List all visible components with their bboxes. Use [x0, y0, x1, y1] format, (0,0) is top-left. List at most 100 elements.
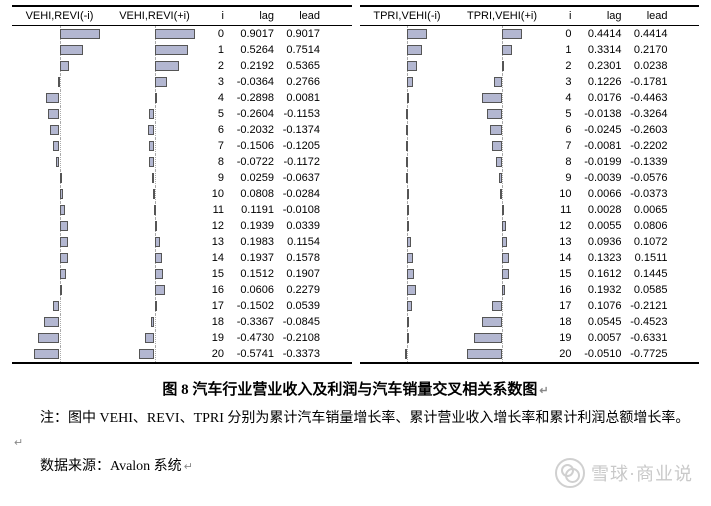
- correlation-bar: [406, 173, 408, 183]
- lag-value: 0.0808: [228, 188, 274, 200]
- row-index: 16: [550, 284, 576, 296]
- correlation-bar: [149, 157, 154, 167]
- row-index: 14: [550, 252, 576, 264]
- lead-bar-cell: [107, 154, 202, 170]
- correlogram-row: 180.0545-0.4523: [360, 314, 700, 330]
- lag-bar-cell: [360, 106, 455, 122]
- correlation-bar: [492, 141, 502, 151]
- correlogram-row: 100.0808-0.0284: [12, 186, 352, 202]
- lead-value: 0.0585: [622, 284, 668, 296]
- panel-header: VEHI,REVI(-i)VEHI,REVI(+i)ilaglead: [12, 7, 352, 26]
- correlation-bar: [407, 45, 422, 55]
- correlation-bar: [406, 141, 408, 151]
- correlogram-row: 20.21920.5365: [12, 58, 352, 74]
- row-index: 20: [550, 348, 576, 360]
- row-index: 12: [550, 220, 576, 232]
- lead-bar-cell: [107, 346, 202, 362]
- correlation-bar: [492, 301, 502, 311]
- correlation-bar: [407, 61, 417, 71]
- lag-bar-cell: [12, 218, 107, 234]
- lag-bar-cell: [360, 330, 455, 346]
- lag-value: -0.5741: [228, 348, 274, 360]
- zero-line: [155, 154, 156, 170]
- zero-line: [60, 90, 61, 106]
- correlation-bar: [60, 253, 69, 263]
- lag-value: -0.1502: [228, 300, 274, 312]
- row-index: 14: [202, 252, 228, 264]
- correlation-bar: [60, 285, 63, 295]
- correlation-bar: [407, 221, 409, 231]
- lag-bar-cell: [12, 170, 107, 186]
- zero-line: [60, 314, 61, 330]
- correlogram-row: 6-0.2032-0.1374: [12, 122, 352, 138]
- correlation-bar: [148, 125, 154, 135]
- correlogram-row: 7-0.1506-0.1205: [12, 138, 352, 154]
- lag-bar-cell: [360, 250, 455, 266]
- lag-value: 0.4414: [576, 28, 622, 40]
- zero-line: [502, 330, 503, 346]
- lag-bar-cell: [360, 170, 455, 186]
- row-index: 12: [202, 220, 228, 232]
- lag-bar-cell: [12, 282, 107, 298]
- correlation-bar: [48, 109, 60, 119]
- zero-line: [155, 122, 156, 138]
- lag-bar-cell: [12, 58, 107, 74]
- lead-value: -0.2202: [622, 140, 668, 152]
- lead-value: 0.5365: [274, 60, 320, 72]
- correlogram-row: 160.19320.0585: [360, 282, 700, 298]
- lead-bar-cell: [455, 266, 550, 282]
- correlation-bar: [50, 125, 59, 135]
- lead-bar-cell: [455, 250, 550, 266]
- correlation-bar: [46, 93, 59, 103]
- lead-value: -0.2121: [622, 300, 668, 312]
- lead-value: 0.0339: [274, 220, 320, 232]
- lead-bar-cell: [107, 330, 202, 346]
- lead-bar-cell: [107, 186, 202, 202]
- correlogram-row: 30.1226-0.1781: [360, 74, 700, 90]
- lead-bar-cell: [455, 218, 550, 234]
- correlation-bar: [139, 349, 154, 359]
- lead-value: 0.2279: [274, 284, 320, 296]
- correlation-bar: [155, 237, 160, 247]
- return-mark-icon: ↵: [539, 385, 548, 397]
- lag-value: 0.0259: [228, 172, 274, 184]
- lag-value: 0.1937: [228, 252, 274, 264]
- row-index: 5: [550, 108, 576, 120]
- zero-line: [155, 346, 156, 362]
- correlogram-row: 7-0.0081-0.2202: [360, 138, 700, 154]
- correlogram-row: 190.0057-0.6331: [360, 330, 700, 346]
- lag-value: -0.0364: [228, 76, 274, 88]
- zero-line: [502, 90, 503, 106]
- return-mark-icon: ↵: [14, 437, 23, 449]
- lag-value: 0.1226: [576, 76, 622, 88]
- correlogram-row: 10.33140.2170: [360, 42, 700, 58]
- lead-bar-cell: [455, 154, 550, 170]
- correlation-bar: [502, 61, 504, 71]
- lag-bar-cell: [360, 186, 455, 202]
- correlation-bar: [60, 221, 69, 231]
- correlation-bar: [53, 141, 60, 151]
- figure-note: 注：图中 VEHI、REVI、TPRI 分别为累计汽车销量增长率、累计营业收入增…: [12, 407, 699, 455]
- lag-bar-cell: [360, 234, 455, 250]
- lag-bar-cell: [12, 298, 107, 314]
- lag-value: -0.0138: [576, 108, 622, 120]
- correlogram-row: 20.23010.0238: [360, 58, 700, 74]
- lag-bar-cell: [360, 202, 455, 218]
- lead-value: 0.0806: [622, 220, 668, 232]
- correlogram-row: 00.90170.9017: [12, 26, 352, 42]
- lag-bar-cell: [12, 314, 107, 330]
- lag-value: 0.1076: [576, 300, 622, 312]
- lag-value: 0.2192: [228, 60, 274, 72]
- correlogram-row: 110.1191-0.0108: [12, 202, 352, 218]
- lag-value: 0.0936: [576, 236, 622, 248]
- header-pos: TPRI,VEHI(+i): [455, 10, 550, 22]
- lag-bar-cell: [360, 138, 455, 154]
- lead-bar-cell: [455, 234, 550, 250]
- lag-value: -0.4730: [228, 332, 274, 344]
- lead-value: -0.1339: [622, 156, 668, 168]
- lag-bar-cell: [360, 74, 455, 90]
- zero-line: [60, 106, 61, 122]
- lead-value: -0.2108: [274, 332, 320, 344]
- correlation-bar: [500, 189, 502, 199]
- caption-text: 图 8 汽车行业营业收入及利润与汽车销量交叉相关系数图: [162, 382, 537, 398]
